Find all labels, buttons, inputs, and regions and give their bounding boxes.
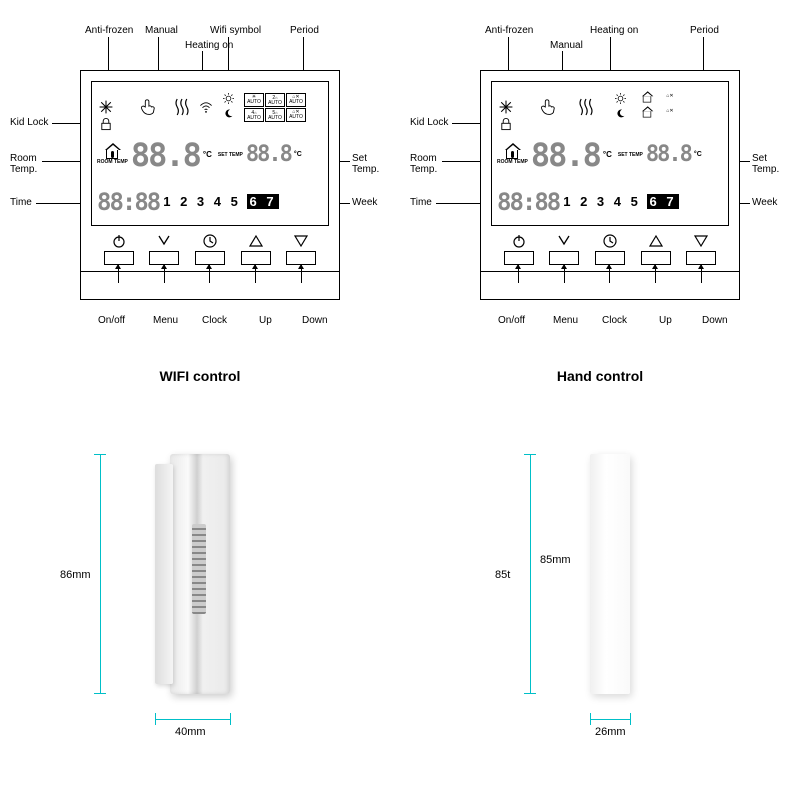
label-room-temp: Room Temp. xyxy=(10,153,37,175)
room-temp-label: ROOM TEMP xyxy=(97,159,128,165)
room-temp-label: ROOM TEMP xyxy=(497,159,528,165)
label-manual: Manual xyxy=(145,25,178,36)
button-clock[interactable] xyxy=(595,251,625,265)
label-period: Period xyxy=(690,25,719,36)
menu-icon xyxy=(557,234,571,248)
label-time: Time xyxy=(410,197,432,208)
down-icon xyxy=(694,234,708,248)
period-grid: ⌂✕ ⌂✕ xyxy=(636,93,681,122)
snowflake-icon xyxy=(497,98,515,116)
house-icon xyxy=(506,149,518,159)
label-week: Week xyxy=(752,197,777,208)
up-icon xyxy=(649,234,663,248)
lock-icon xyxy=(497,115,515,133)
label-onoff: On/off xyxy=(98,315,125,326)
lcd-display: ☀AUTO 2⌂AUTO ⌂✕AUTO 4⌂AUTO 5⌂AUTO ⌂✕AUTO… xyxy=(91,81,329,226)
hand-icon xyxy=(539,98,557,116)
set-temp-label: SET TEMP xyxy=(218,152,243,158)
time-value: 88:88 xyxy=(97,188,159,216)
subtitle-wifi: WIFI control xyxy=(10,368,390,384)
device-frame: ⌂✕ ⌂✕ ROOM TEMP 88.8 °C SET TEMP 88.8 °C xyxy=(480,70,740,300)
hand-control-diagram: Anti-frozen Manual Heating on Period Kid… xyxy=(410,25,790,355)
label-period: Period xyxy=(290,25,319,36)
label-up: Up xyxy=(259,315,272,326)
label-wifi-symbol: Wifi symbol xyxy=(210,25,261,36)
side-view-right: 85mm 85t 26mm xyxy=(440,434,760,754)
unit-c: °C xyxy=(203,150,212,159)
button-up[interactable] xyxy=(241,251,271,265)
subtitle-hand: Hand control xyxy=(410,368,790,384)
unit-c: °C xyxy=(294,151,302,158)
button-menu[interactable] xyxy=(549,251,579,265)
button-down[interactable] xyxy=(686,251,716,265)
label-room-temp: Room Temp. xyxy=(410,153,437,175)
label-week: Week xyxy=(352,197,377,208)
room-temp-value: 88.8 xyxy=(531,136,600,174)
side-view-left: 86mm 40mm xyxy=(40,434,360,754)
menu-icon xyxy=(157,234,171,248)
power-icon xyxy=(512,234,526,248)
moon-icon xyxy=(223,108,234,122)
dim-height: 86mm xyxy=(60,569,91,581)
sun-icon xyxy=(615,93,626,107)
snowflake-icon xyxy=(97,98,115,116)
label-down: Down xyxy=(302,315,328,326)
sun-icon xyxy=(223,93,234,107)
set-temp-value: 88.8 xyxy=(246,142,291,167)
label-clock: Clock xyxy=(202,315,227,326)
lock-icon xyxy=(97,115,115,133)
up-icon xyxy=(249,234,263,248)
dim-height-alt: 85t xyxy=(495,569,510,581)
lcd-display: ⌂✕ ⌂✕ ROOM TEMP 88.8 °C SET TEMP 88.8 °C xyxy=(491,81,729,226)
clock-icon xyxy=(603,234,617,248)
weekdays: 1 2 3 4 5 6 7 xyxy=(163,194,278,209)
house-icon xyxy=(106,149,118,159)
weekdays: 1 2 3 4 5 6 7 xyxy=(563,194,678,209)
dim-height: 85mm xyxy=(540,554,571,566)
wifi-control-diagram: Anti-frozen Manual Wifi symbol Heating o… xyxy=(10,25,390,355)
button-onoff[interactable] xyxy=(104,251,134,265)
label-set-temp: Set Temp. xyxy=(352,153,379,175)
label-heating-on: Heating on xyxy=(590,25,638,36)
label-anti-frozen: Anti-frozen xyxy=(85,25,133,36)
down-icon xyxy=(294,234,308,248)
time-value: 88:88 xyxy=(497,188,559,216)
button-up[interactable] xyxy=(641,251,671,265)
button-onoff[interactable] xyxy=(504,251,534,265)
dim-width: 26mm xyxy=(595,726,626,738)
label-kid-lock: Kid Lock xyxy=(410,117,448,128)
button-clock[interactable] xyxy=(195,251,225,265)
button-row xyxy=(96,234,324,284)
label-set-temp: Set Temp. xyxy=(752,153,779,175)
room-temp-value: 88.8 xyxy=(131,136,200,174)
period-grid: ☀AUTO 2⌂AUTO ⌂✕AUTO 4⌂AUTO 5⌂AUTO ⌂✕AUTO xyxy=(244,93,306,122)
label-manual: Manual xyxy=(550,40,583,51)
device-frame: ☀AUTO 2⌂AUTO ⌂✕AUTO 4⌂AUTO 5⌂AUTO ⌂✕AUTO… xyxy=(80,70,340,300)
label-kid-lock: Kid Lock xyxy=(10,117,48,128)
label-anti-frozen: Anti-frozen xyxy=(485,25,533,36)
dim-width: 40mm xyxy=(175,726,206,738)
device-side-profile xyxy=(170,454,230,694)
hand-icon xyxy=(139,98,157,116)
heating-waves-icon xyxy=(173,98,191,116)
wifi-icon xyxy=(197,98,215,116)
power-icon xyxy=(112,234,126,248)
label-menu: Menu xyxy=(153,315,178,326)
moon-icon xyxy=(615,108,626,122)
button-down[interactable] xyxy=(286,251,316,265)
button-menu[interactable] xyxy=(149,251,179,265)
label-heating-on: Heating on xyxy=(185,40,233,51)
device-side-profile xyxy=(590,454,630,694)
label-time: Time xyxy=(10,197,32,208)
heating-waves-icon xyxy=(577,98,595,116)
set-temp-value: 88.8 xyxy=(646,142,691,167)
clock-icon xyxy=(203,234,217,248)
